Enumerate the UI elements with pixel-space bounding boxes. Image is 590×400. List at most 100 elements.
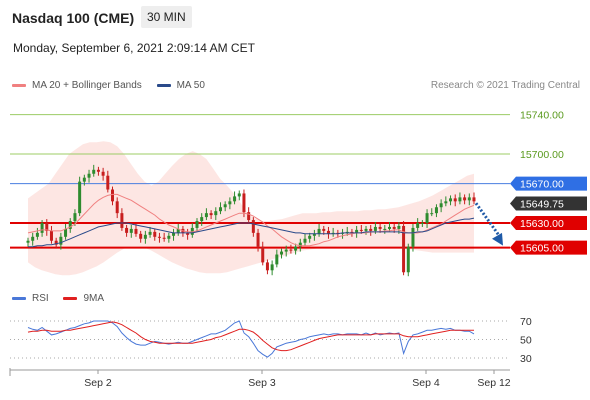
candle-body bbox=[129, 228, 133, 233]
candle-body bbox=[430, 213, 434, 215]
candle-body bbox=[143, 234, 147, 239]
rsi-ma-line bbox=[27, 321, 474, 352]
candle-body bbox=[420, 223, 424, 225]
candle-body bbox=[364, 228, 368, 231]
price-label-3: 15649.75 bbox=[520, 199, 564, 211]
rsi-swatch bbox=[12, 296, 26, 300]
candle-body bbox=[449, 198, 453, 202]
candle-body bbox=[284, 249, 288, 252]
candle-body bbox=[247, 212, 251, 221]
candle-body bbox=[359, 229, 363, 231]
candle-body bbox=[402, 225, 406, 273]
ma50-legend-label: MA 50 bbox=[176, 80, 205, 91]
candle-body bbox=[434, 207, 438, 214]
price-label-1: 15700.00 bbox=[520, 149, 564, 161]
price-tag-5 bbox=[510, 240, 587, 255]
candle-body bbox=[275, 254, 279, 265]
candle-body bbox=[298, 242, 302, 247]
candle-body bbox=[289, 249, 293, 251]
candle-body bbox=[82, 177, 86, 182]
candle-body bbox=[78, 181, 82, 214]
rsi-line bbox=[27, 320, 475, 358]
x-tick-label: Sep 12 bbox=[477, 377, 510, 389]
interval-badge[interactable]: 30 MIN bbox=[141, 6, 192, 28]
candle-body bbox=[134, 228, 138, 234]
candle-body bbox=[176, 228, 180, 233]
candle-body bbox=[345, 231, 349, 233]
candle-body bbox=[64, 228, 68, 237]
candle-body bbox=[444, 201, 448, 204]
candle-body bbox=[26, 240, 30, 243]
candle-body bbox=[125, 227, 129, 233]
price-legend: MA 20 + Bollinger Bands MA 50 bbox=[12, 80, 205, 91]
candle-body bbox=[472, 197, 476, 202]
candle-body bbox=[237, 193, 241, 197]
candle-body bbox=[204, 213, 208, 218]
candle-body bbox=[101, 171, 105, 176]
rsi-tick-label: 70 bbox=[520, 316, 532, 328]
candle-body bbox=[242, 193, 246, 213]
candle-body bbox=[350, 231, 354, 233]
candle-body bbox=[369, 228, 373, 231]
candle-body bbox=[326, 230, 330, 234]
candle-body bbox=[209, 213, 213, 216]
candle-body bbox=[265, 262, 269, 271]
price-tag-3 bbox=[510, 196, 587, 211]
candle-body bbox=[411, 227, 415, 247]
candle-body bbox=[115, 201, 119, 214]
candle-body bbox=[218, 207, 222, 212]
rsi-tick-label: 50 bbox=[520, 335, 532, 347]
price-tag-2 bbox=[510, 176, 587, 191]
candle-body bbox=[312, 233, 316, 236]
ma50-line bbox=[28, 217, 475, 248]
candle-body bbox=[120, 213, 124, 228]
candle-body bbox=[40, 223, 44, 233]
x-tick-label: Sep 3 bbox=[248, 377, 276, 389]
price-label-0: 15740.00 bbox=[520, 110, 564, 122]
x-tick-label: Sep 2 bbox=[84, 377, 112, 389]
candle-body bbox=[96, 169, 100, 172]
candle-body bbox=[294, 246, 298, 251]
candle-body bbox=[270, 264, 274, 271]
candle-body bbox=[200, 217, 204, 222]
candle-body bbox=[467, 197, 471, 201]
chart-datetime: Monday, September 6, 2021 2:09:14 AM CET bbox=[13, 41, 255, 55]
rsi-ma-swatch bbox=[63, 296, 78, 300]
candle-body bbox=[162, 237, 166, 239]
candle-body bbox=[317, 228, 321, 234]
candle-body bbox=[261, 246, 265, 263]
candle-body bbox=[54, 240, 58, 245]
candle-body bbox=[35, 232, 39, 237]
candle-body bbox=[458, 197, 462, 202]
candles-group bbox=[26, 164, 476, 277]
candle-body bbox=[439, 203, 443, 208]
candle-body bbox=[463, 197, 467, 201]
candle-body bbox=[256, 232, 260, 247]
forecast-arrow-shaft bbox=[474, 202, 502, 238]
candle-body bbox=[214, 211, 218, 216]
candle-body bbox=[148, 231, 152, 235]
candle-body bbox=[392, 226, 396, 229]
candle-body bbox=[383, 228, 387, 230]
ma20-swatch bbox=[12, 83, 26, 87]
x-tick-label: Sep 4 bbox=[412, 377, 440, 389]
candle-body bbox=[139, 233, 143, 239]
candle-body bbox=[111, 189, 115, 202]
instrument-title: Nasdaq 100 (CME) bbox=[12, 10, 135, 26]
price-tag-4 bbox=[510, 216, 587, 231]
candle-body bbox=[59, 236, 63, 245]
candle-body bbox=[387, 226, 391, 229]
rsi-tick-label: 30 bbox=[520, 353, 532, 365]
candle-body bbox=[167, 235, 171, 239]
candle-body bbox=[68, 221, 72, 229]
candle-body bbox=[157, 236, 161, 238]
candle-body bbox=[355, 229, 359, 233]
candle-body bbox=[406, 246, 410, 273]
candle-body bbox=[73, 213, 77, 222]
ma50-swatch bbox=[156, 83, 171, 87]
ma20-line bbox=[27, 193, 475, 247]
forecast-arrow-head bbox=[492, 232, 503, 246]
candle-body bbox=[190, 227, 194, 235]
price-label-2: 15670.00 bbox=[520, 179, 564, 191]
